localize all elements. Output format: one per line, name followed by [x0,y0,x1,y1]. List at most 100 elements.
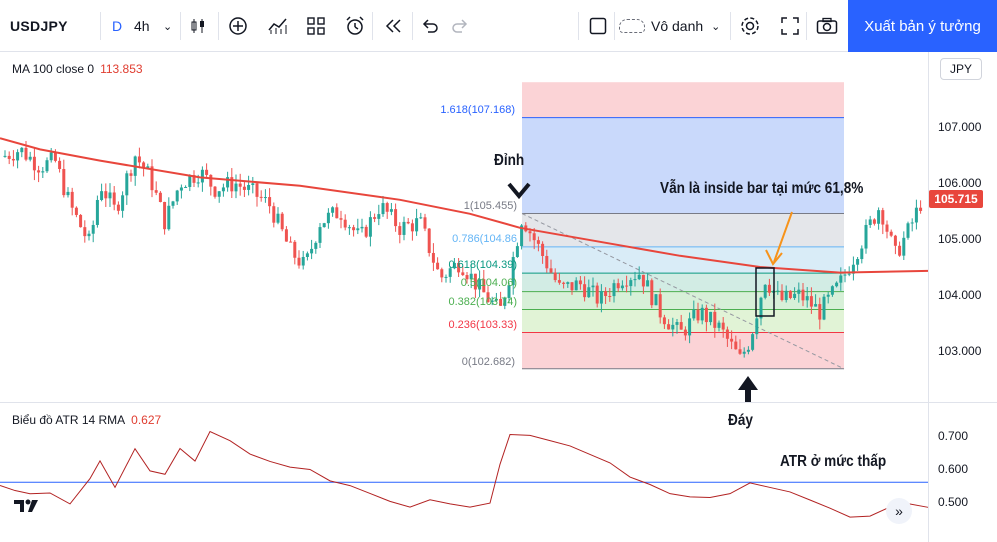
candle-body [423,217,427,229]
annotation-inside-bar[interactable]: Vẫn là inside bar tại mức 61,8% [660,180,864,197]
candle-body [515,246,519,258]
atr-legend-name: Biểu đồ ATR 14 RMA [12,413,126,427]
ma100-line [0,137,929,274]
atr-tick: 0.500 [938,495,969,509]
annotation-top[interactable]: Đỉnh [494,152,525,169]
candle-body [205,169,209,175]
candle-body [192,175,196,183]
candle-body [478,279,482,290]
candle-body [289,241,293,243]
candle-body [713,311,717,328]
atr-line [0,430,929,518]
divider [806,12,807,40]
chevron-down-icon[interactable]: ⌄ [163,20,173,33]
currency-selector[interactable]: JPY [940,58,982,80]
candle-body [499,298,503,306]
candle-body [662,317,666,325]
fib-trend-line [521,213,845,370]
candle-body [66,191,70,196]
candle-body [570,282,574,291]
camera-icon[interactable] [813,0,841,52]
undo-icon[interactable] [416,0,444,52]
tradingview-logo[interactable] [12,496,44,520]
layout-name: Vô danh [651,18,704,34]
candle-body [310,248,314,254]
fib-level-label: 0.236(103.33) [448,319,518,331]
candle-body [797,289,801,294]
candle-body [276,213,280,223]
fib-level-label: 0.786(104.86 [452,233,517,245]
candle-body [419,217,423,219]
indicators-icon[interactable] [264,0,292,52]
publish-idea-button[interactable]: Xuất bản ý tưởng [848,0,997,52]
candle-body [780,290,784,301]
candle-body [818,304,822,320]
candle-body [373,217,377,219]
candle-body [503,297,507,306]
candle-body [549,268,553,273]
atr-tick: 0.600 [938,462,969,476]
candle-body [112,192,116,205]
candle-body [612,283,616,297]
candle-body [507,285,511,298]
candle-body [587,287,591,298]
candle-body [671,324,675,330]
alert-icon[interactable] [341,0,369,52]
atr-tick: 0.700 [938,429,969,443]
candle-body [734,341,738,350]
candle-body [776,290,780,292]
candle-body [809,296,813,307]
square-icon[interactable] [584,0,612,52]
cloud-icon [619,19,645,33]
candle-body [641,274,645,287]
layout-name-button[interactable]: Vô danh ⌄ [618,9,734,43]
candle-body [364,226,368,237]
pane-separator[interactable] [0,402,997,403]
interval-selector[interactable]: 4h [134,18,150,34]
candle-body [251,183,255,185]
candle-body [108,192,112,199]
inside-bar-box [755,267,775,317]
candle-body [490,300,494,303]
candle-body [200,169,204,183]
candle-body [154,190,158,193]
candle-body [872,219,876,224]
candle-body [16,152,20,161]
bottom-arrow [738,376,758,402]
candle-body [297,257,301,266]
candle-body [709,311,713,323]
scroll-to-realtime-button[interactable]: » [886,498,912,524]
candle-body [389,209,393,212]
candle-body [536,240,540,244]
ma-legend[interactable]: MA 100 close 0 113.853 [12,62,143,76]
candle-body [767,284,771,293]
plus-circle-icon[interactable] [224,0,252,52]
replay-icon[interactable] [380,0,408,52]
candle-body [746,349,750,352]
candle-body [545,255,549,269]
redo-icon[interactable] [446,0,474,52]
gear-icon[interactable] [736,0,764,52]
candle-body [692,309,696,319]
price-tick: 104.000 [938,288,982,302]
templates-icon[interactable] [302,0,330,52]
atr-legend[interactable]: Biểu đồ ATR 14 RMA 0.627 [12,413,161,427]
candle-body [28,156,32,160]
candle-body [759,297,763,319]
candle-body [788,290,792,299]
candle-body [755,318,759,335]
candle-body [889,231,893,236]
symbol-search[interactable]: USDJPY [10,18,68,34]
candles-icon[interactable] [184,0,212,52]
candle-body [599,291,603,304]
fullscreen-icon[interactable] [776,0,804,52]
candle-body [625,285,629,287]
candle-body [247,184,251,190]
annotation-bottom[interactable]: Đáy [728,412,753,429]
annotation-atr-low[interactable]: ATR ở mức thấp [780,453,887,470]
candle-body [406,221,410,224]
chevron-down-icon: ⌄ [711,20,721,33]
candle-body [444,276,448,278]
candle-body [49,152,53,161]
